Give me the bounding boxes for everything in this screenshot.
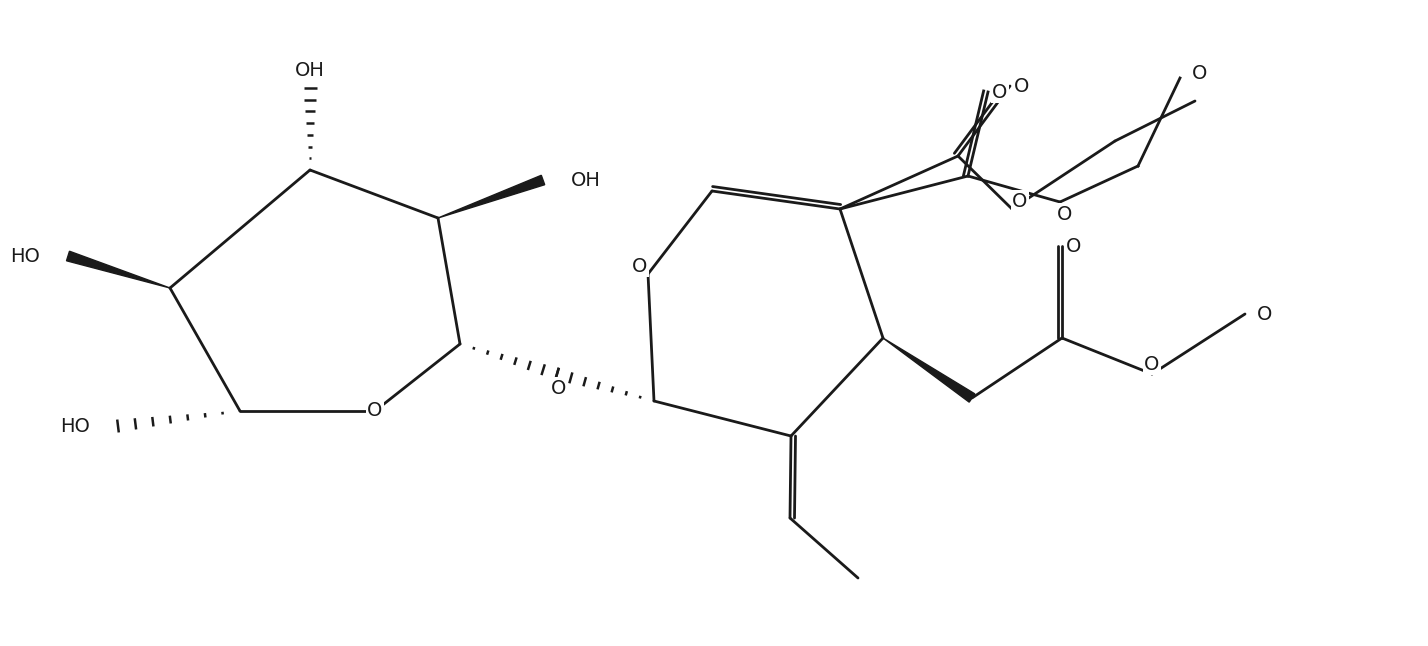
Text: OH: OH <box>296 61 326 79</box>
Text: O: O <box>367 402 383 421</box>
Polygon shape <box>67 251 170 288</box>
Text: OH: OH <box>571 171 601 189</box>
Polygon shape <box>438 175 544 218</box>
Text: O: O <box>1144 355 1160 373</box>
Text: HO: HO <box>60 417 90 435</box>
Text: O: O <box>1257 304 1272 324</box>
Text: HO: HO <box>10 247 40 266</box>
Polygon shape <box>883 338 975 402</box>
Text: O: O <box>551 379 567 397</box>
Text: O: O <box>1057 205 1072 224</box>
Text: O: O <box>1067 236 1081 256</box>
Text: O: O <box>1012 191 1028 211</box>
Text: O: O <box>992 83 1008 101</box>
Text: O: O <box>1192 63 1208 83</box>
Text: O: O <box>633 256 648 275</box>
Text: O: O <box>1014 76 1030 96</box>
